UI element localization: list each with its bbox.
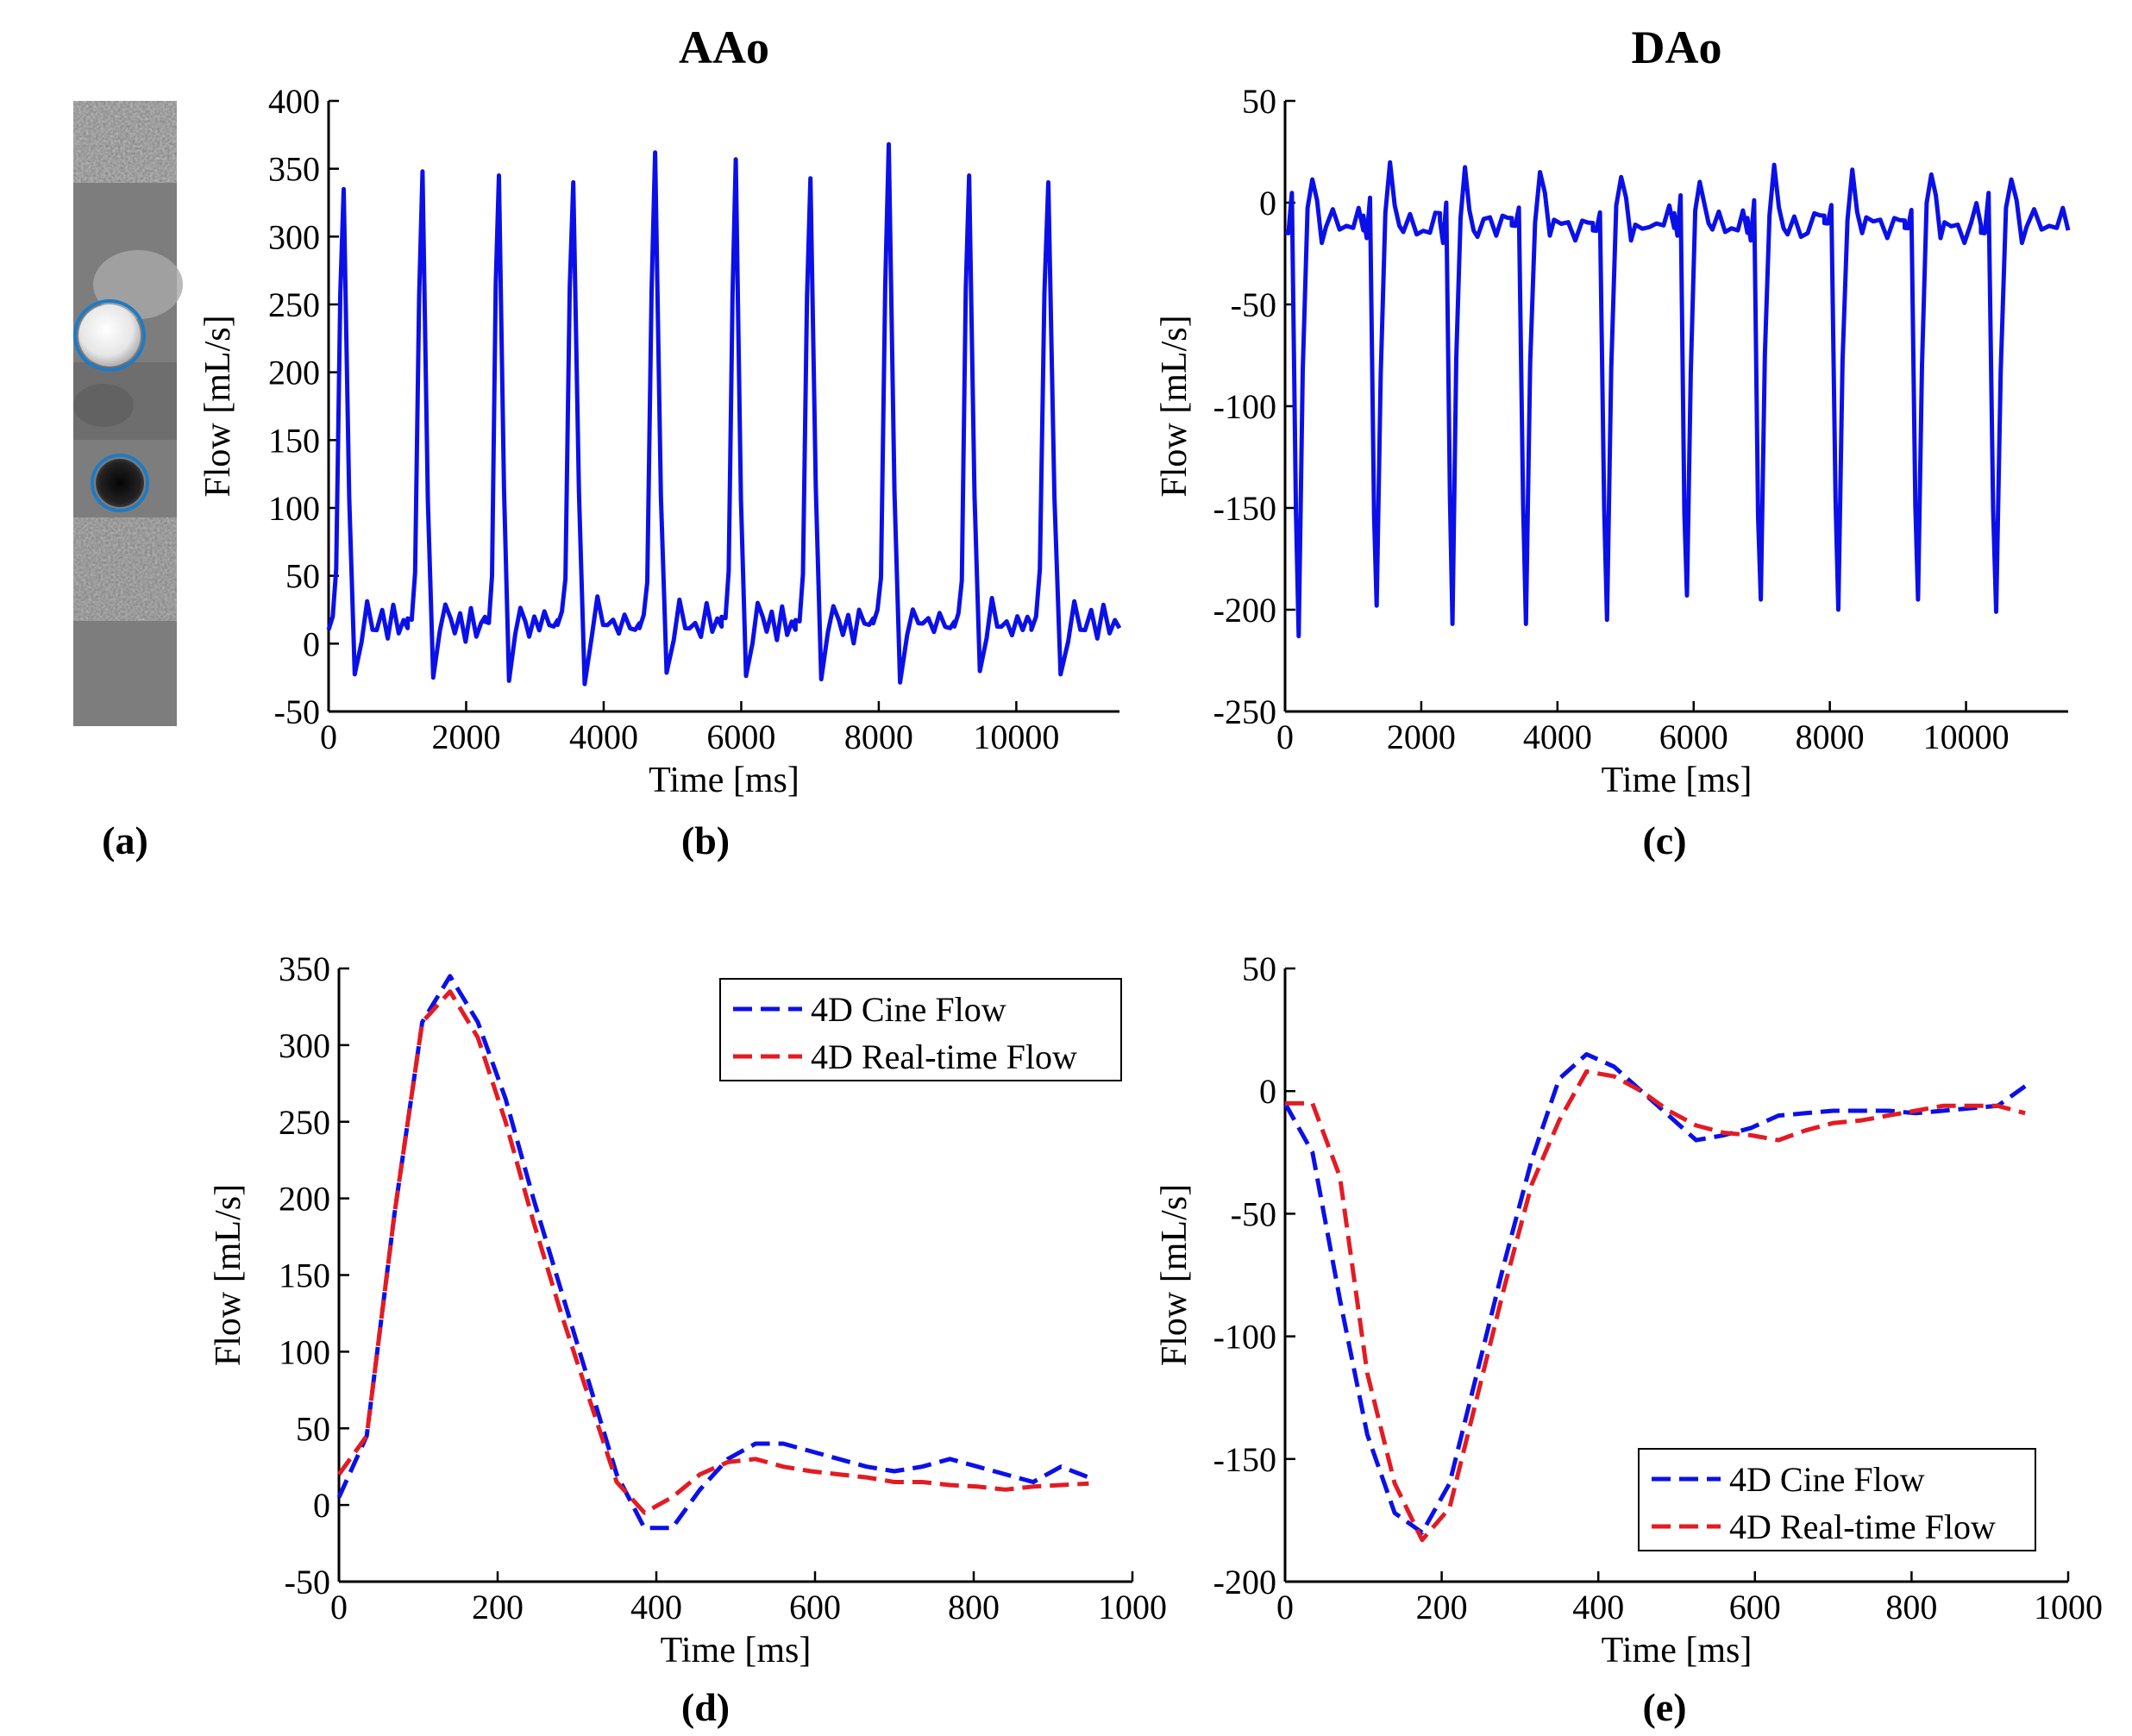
y-tick-label: -50: [285, 1563, 330, 1601]
y-axis-label: Flow [mL/s]: [1155, 315, 1195, 497]
panel-labels: (a) (b) (c) (d) (e): [102, 818, 1686, 1729]
panel-label-c: (c): [1642, 818, 1686, 862]
y-axis-label: Flow [mL/s]: [1155, 1184, 1195, 1366]
y-tick-label: 0: [303, 624, 320, 663]
x-axis-label: Time [ms]: [1602, 1631, 1753, 1670]
series-line-0: [326, 141, 1122, 686]
y-tick-label: -200: [1213, 1563, 1276, 1601]
y-tick-label: 350: [268, 150, 320, 189]
legend-entry: 4D Real-time Flow: [1729, 1507, 1996, 1546]
chart-aao-flow: 0 2000 4000 6000 8000 10000-50050100150200250…: [198, 22, 1122, 800]
panel-label-d: (d): [681, 1685, 730, 1729]
y-tick-label: 0: [1259, 184, 1276, 222]
y-tick-label: -150: [1213, 1440, 1276, 1479]
legend-entry: 4D Cine Flow: [811, 990, 1006, 1029]
x-tick-label: 10000: [973, 718, 1059, 756]
series-line-0: [336, 974, 1090, 1531]
legend: 4D Cine Flow 4D Real-time Flow: [719, 978, 1122, 1081]
roi-circle-dao: [91, 454, 149, 512]
y-tick-label: 200: [279, 1180, 330, 1219]
y-tick-label: -150: [1213, 489, 1276, 528]
y-tick-label: 50: [1242, 949, 1276, 988]
panel-label-a: (a): [102, 818, 148, 862]
x-tick-label: 0: [330, 1588, 348, 1626]
y-tick-label: -250: [1213, 693, 1276, 731]
x-tick-label: 600: [1729, 1588, 1781, 1626]
x-tick-label: 6000: [706, 718, 775, 756]
x-tick-label: 800: [948, 1588, 1000, 1626]
x-axis-label: Time [ms]: [1602, 761, 1753, 800]
legend-box: [1638, 1448, 2036, 1551]
roi-circle-aao: [73, 299, 146, 372]
y-tick-label: -50: [1231, 285, 1276, 324]
y-tick-label: 100: [268, 489, 320, 528]
x-tick-label: 1000: [1098, 1588, 1167, 1626]
y-tick-label: -100: [1213, 1318, 1276, 1357]
x-tick-label: 8000: [844, 718, 913, 756]
y-tick-label: 50: [296, 1409, 330, 1448]
y-tick-label: 0: [313, 1486, 330, 1525]
y-tick-label: -100: [1213, 387, 1276, 426]
y-tick-label: -50: [274, 693, 320, 731]
y-axis-label: Flow [mL/s]: [198, 315, 238, 497]
y-tick-label: -200: [1213, 591, 1276, 630]
y-tick-label: 200: [268, 354, 320, 392]
x-tick-label: 6000: [1659, 718, 1728, 756]
x-tick-label: 4000: [569, 718, 638, 756]
x-tick-label: 0: [1276, 1588, 1294, 1626]
y-tick-label: 250: [268, 285, 320, 324]
x-tick-label: 4000: [1523, 718, 1592, 756]
legend-box: [719, 978, 1122, 1081]
chart-dao-cine-vs-realtime: 0 200 400 600 800 1000 -200 -150 -100 -50 0 50 Time …: [1155, 949, 2103, 1670]
x-axis-label: Time [ms]: [649, 761, 800, 800]
y-tick-label: 300: [279, 1026, 330, 1065]
x-tick-label: 200: [1416, 1588, 1468, 1626]
y-tick-label: 50: [1242, 82, 1276, 121]
x-tick-label: 0: [1276, 718, 1294, 756]
x-tick-label: 8000: [1796, 718, 1865, 756]
x-tick-label: 400: [1572, 1588, 1624, 1626]
y-tick-label: 250: [279, 1103, 330, 1142]
y-tick-label: 350: [279, 949, 330, 988]
y-tick-label: 400: [268, 82, 320, 121]
y-tick-label: -50: [1231, 1194, 1276, 1233]
legend: 4D Cine Flow 4D Real-time Flow: [1638, 1448, 2036, 1551]
x-tick-label: 800: [1885, 1588, 1937, 1626]
chart-title: AAo: [679, 22, 769, 73]
y-axis-label: Flow [mL/s]: [209, 1184, 248, 1366]
panel-label-e: (e): [1642, 1685, 1686, 1729]
y-tick-label: 0: [1259, 1072, 1276, 1111]
x-tick-label: 600: [789, 1588, 841, 1626]
panel-label-b: (b): [681, 818, 730, 862]
series-line-0: [1284, 160, 2071, 639]
x-tick-label: 2000: [1387, 718, 1456, 756]
x-axis-label: Time [ms]: [661, 1631, 812, 1670]
x-tick-label: 2000: [431, 718, 500, 756]
x-tick-label: 400: [630, 1588, 682, 1626]
x-tick-label: 1000: [2034, 1588, 2103, 1626]
series-line-1: [336, 989, 1089, 1515]
chart-aao-cine-vs-realtime: 0 200 400 600 800 1000-5005010015020025030035…: [209, 949, 1167, 1670]
x-tick-label: 10000: [1923, 718, 2010, 756]
chart-dao-flow: 0 2000 4000 6000 8000 10000 -250 -200 -150 -100 -5…: [1155, 22, 2071, 800]
y-tick-label: 150: [268, 421, 320, 460]
y-tick-label: 150: [279, 1257, 330, 1295]
y-tick-label: 300: [268, 217, 320, 256]
legend-entry: 4D Cine Flow: [1729, 1460, 1925, 1499]
series-line-1: [1285, 1069, 2026, 1543]
x-tick-label: 0: [320, 718, 337, 756]
chart-title: DAo: [1632, 22, 1722, 73]
mri-phase-contrast-image: [73, 101, 183, 726]
legend-entry: 4D Real-time Flow: [811, 1037, 1077, 1076]
y-tick-label: 50: [285, 557, 320, 596]
y-tick-label: 100: [279, 1332, 330, 1371]
x-tick-label: 200: [472, 1588, 524, 1626]
